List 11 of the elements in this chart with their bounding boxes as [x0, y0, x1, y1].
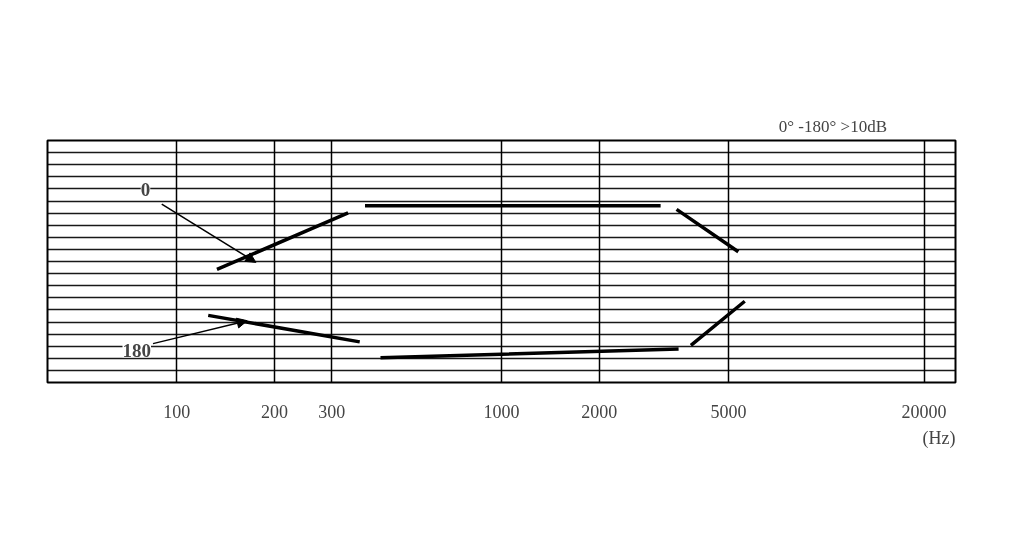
- x-tick-label: 100: [163, 401, 191, 422]
- x-tick-label: 5000: [710, 401, 747, 422]
- x-tick-label: 20000: [901, 401, 947, 422]
- x-axis-title: (Hz): [922, 427, 956, 449]
- text: 180: [122, 340, 152, 362]
- x-tick-label: 300: [318, 401, 346, 422]
- text: 0: [140, 179, 151, 201]
- x-tick-label: 2000: [581, 401, 618, 422]
- x-tick-label: 1000: [483, 401, 520, 422]
- x-tick-label: 200: [261, 401, 288, 422]
- chart-title: 0° -180° >10dB: [778, 116, 887, 136]
